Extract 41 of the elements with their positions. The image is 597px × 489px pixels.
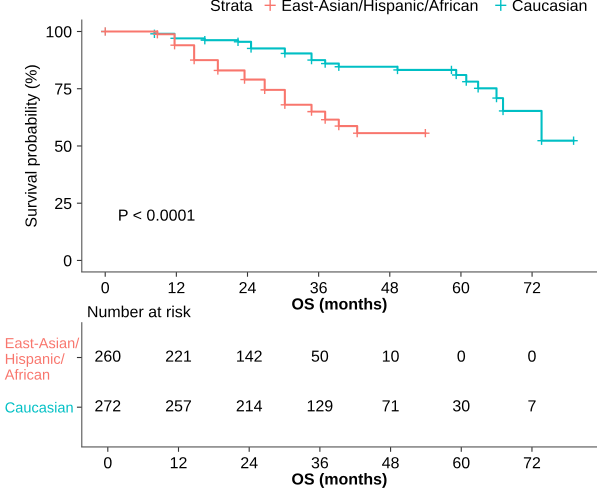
x-tick-label: 60 [452,282,470,294]
data-label: 129 [308,400,332,412]
x-tick-label: 24 [241,457,258,468]
annotation: P < 0.0001 [119,209,195,221]
data-label: 7 [528,400,536,412]
x-tick-label: 0 [104,457,112,468]
x-tick-label: 48 [382,457,399,468]
legend-title: Strata [210,0,253,12]
data-label: 30 [452,400,470,412]
x-tick-label: 72 [524,282,540,294]
data-label: 0 [457,350,466,362]
x-tick-label: 12 [170,457,187,468]
x-tick-label: 12 [168,282,184,294]
y-axis-title: Survival probability (%) [24,65,40,227]
y-tick-label: 25 [55,198,72,210]
y-tick-label: East-Asian/ Hispanic/ African [4,338,80,380]
y-tick-label: 100 [46,26,72,38]
y-tick-label: Caucasian [5,402,73,413]
x-tick-label: 24 [239,282,256,294]
x-tick-label: 48 [381,282,398,294]
x-axis-title: OS (months) [292,472,387,488]
data-label: 0 [528,350,536,362]
data-label: 221 [166,350,192,362]
chart-title: Number at risk [88,306,191,318]
data-label: 260 [95,350,121,362]
data-label: 257 [166,400,192,412]
data-label: 272 [95,400,120,412]
x-axis-title: OS (months) [292,298,387,313]
data-label: 142 [237,350,262,362]
x-tick-label: 36 [312,457,328,468]
data-label: 71 [382,400,399,412]
data-label: 50 [312,350,328,362]
x-tick-label: 0 [101,282,110,294]
data-label: 10 [382,350,399,362]
y-tick-label: 75 [55,84,72,95]
data-label: 214 [236,400,262,412]
x-tick-label: 60 [453,457,470,468]
y-tick-label: 0 [64,255,72,266]
x-tick-label: 36 [310,282,327,294]
y-tick-label: 50 [54,140,72,152]
x-tick-label: 72 [524,457,540,468]
